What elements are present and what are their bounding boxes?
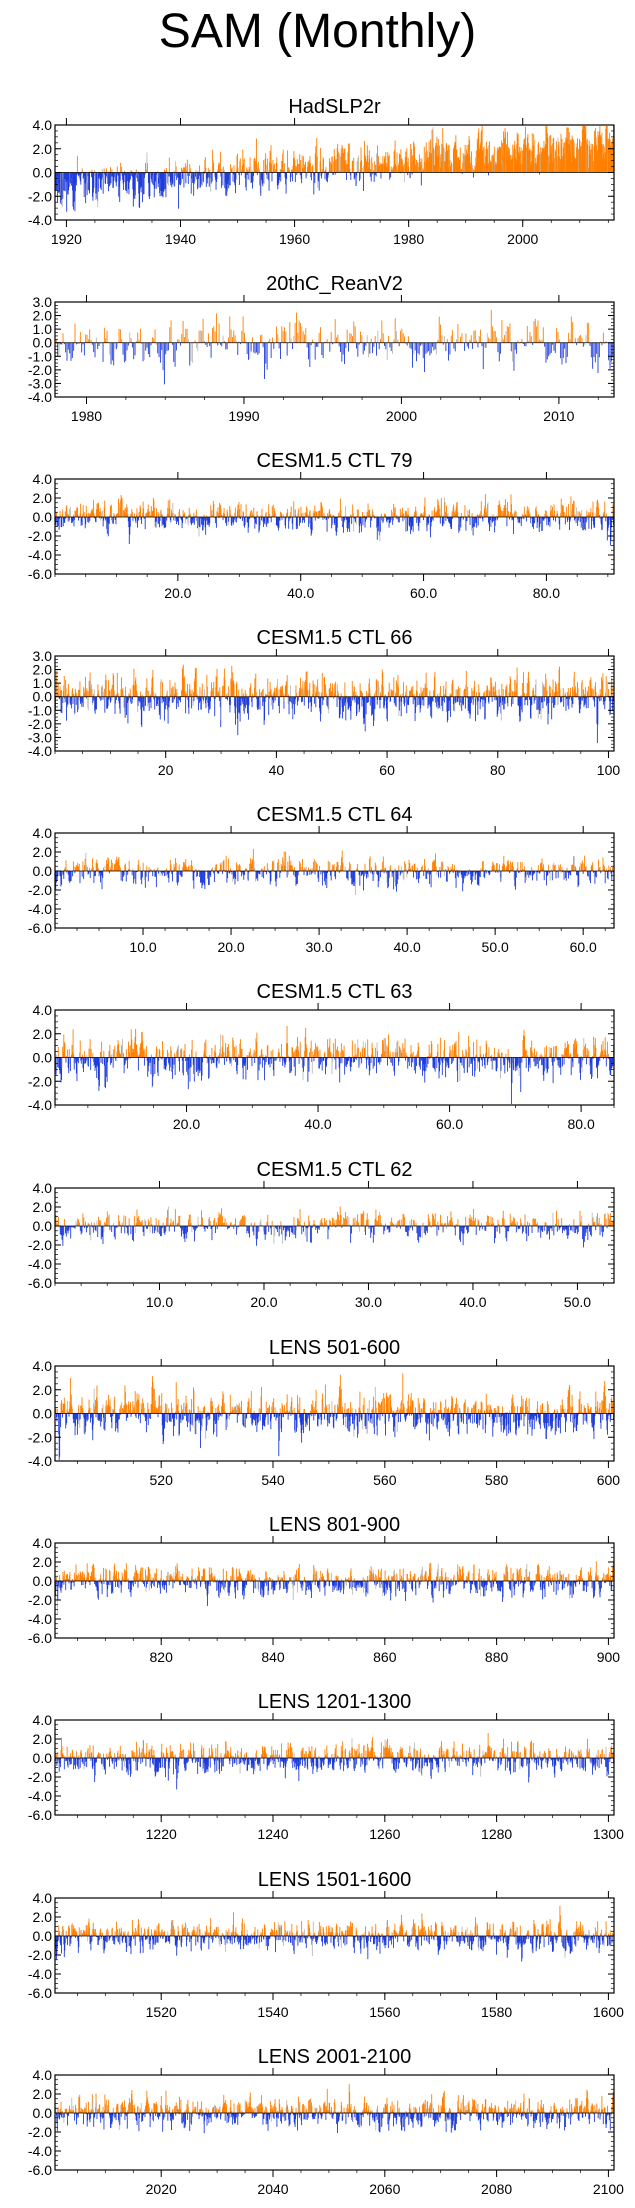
x-tick-label: 100 [597,762,621,778]
x-tick-label: 60.0 [410,585,437,601]
x-tick-label: 40 [269,762,285,778]
x-tick-label: 1980 [71,408,102,424]
x-tick-label: 20 [158,762,174,778]
y-tick-label: -3.0 [28,729,52,745]
y-tick-label: 2.0 [33,141,53,157]
y-tick-label: -4.0 [28,389,52,405]
x-tick-label: 1940 [165,231,196,247]
bar-series [54,848,615,896]
x-tick-label: 1980 [393,231,424,247]
x-tick-label: 2000 [507,231,538,247]
y-tick-label: 2.0 [33,490,53,506]
y-tick-label: 0.0 [33,335,53,351]
x-tick-label: 1920 [51,231,82,247]
y-tick-label: -2.0 [28,188,52,204]
chart-title: HadSLP2r [288,96,381,118]
y-tick-label: 2.0 [33,308,53,324]
y-tick-label: -6.0 [28,566,52,582]
y-tick-label: -2.0 [28,528,52,544]
x-tick-label: 2010 [543,408,574,424]
x-tick-label: 40.0 [287,585,314,601]
bar-series [54,125,615,212]
chart-panel: CESM1.5 CTL 66 3.02.01.00.0-1.0-2.0-3.0-4… [28,627,620,778]
x-tick-label: 80 [490,762,506,778]
y-tick-label: -1.0 [28,348,52,364]
chart-title: CESM1.5 CTL 66 [257,627,413,649]
chart-title: 20thC_ReanV2 [266,273,403,295]
y-tick-label: 4.0 [33,117,53,133]
y-tick-label: -2.0 [28,716,52,732]
bar-series [54,664,615,744]
y-tick-label: 0.0 [33,165,53,181]
y-tick-label: 0.0 [33,689,53,705]
plot-frame [54,301,615,398]
chart-panel: CESM1.5 CTL 79 4.0 2.0 0.0 -2.0 -4.0 -6.0 20.0 4… [28,450,615,601]
y-tick-label: 2.0 [33,662,53,678]
figure-title: SAM (Monthly) [158,5,477,58]
chart-title: CESM1.5 CTL 64 [257,804,413,826]
y-tick-label: 3.0 [33,648,53,664]
x-tick-label: 2000 [386,408,417,424]
y-tick-label: -3.0 [28,375,52,391]
x-tick-label: 20.0 [164,585,191,601]
chart-title: CESM1.5 CTL 79 [257,450,413,472]
y-tick-label: 1.0 [33,675,53,691]
chart-panel: HadSLP2r 4.0 2.0 0.0 -2.0 -4.0 1920 1940 1960 198… [28,96,615,247]
y-tick-label: -2.0 [28,362,52,378]
y-tick-label: 1.0 [33,321,53,337]
y-tick-label: -4.0 [28,743,52,759]
chart-panel: 20thC_ReanV2 3.02.01.00.0-1.0-2.0-3.0-4.0… [28,273,615,424]
x-tick-label: 80.0 [533,585,560,601]
y-tick-label: -4.0 [28,212,52,228]
y-tick-label: 3.0 [33,294,53,310]
x-tick-label: 1960 [279,231,310,247]
x-tick-label: 1990 [228,408,259,424]
x-tick-label: 60 [379,762,395,778]
bar-series [54,309,615,385]
plot-frame [54,478,615,575]
bar-series [54,494,615,546]
y-tick-label: 4.0 [33,471,53,487]
y-tick-label: -1.0 [28,702,52,718]
chart-panel: CESM1.5 CTL 644.02.00.0-2.0-4.0-6.010.0 2… [28,804,615,955]
y-tick-label: -4.0 [28,547,52,563]
y-tick-label: 0.0 [33,509,53,525]
